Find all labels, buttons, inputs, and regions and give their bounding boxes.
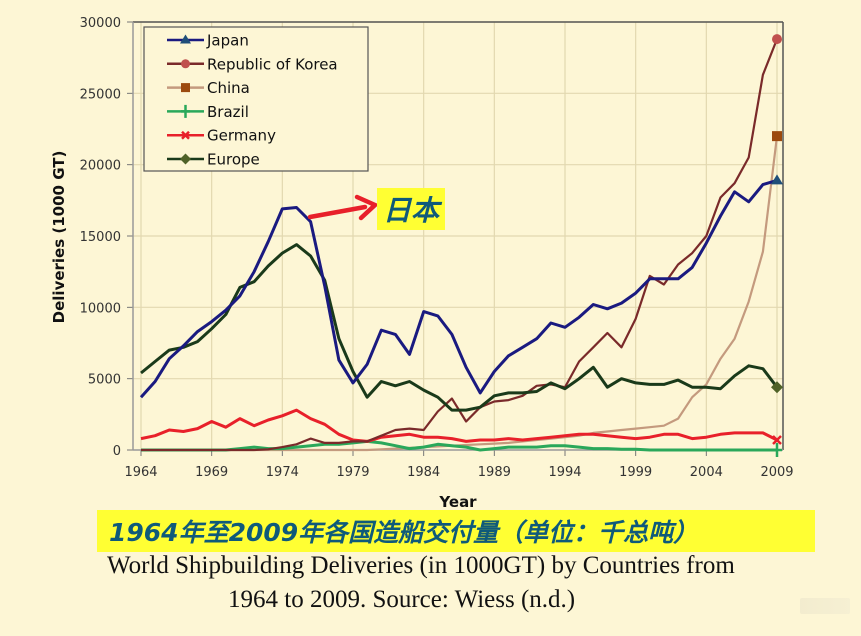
- legend-plus-icon: [181, 104, 190, 118]
- annotation-arrow-icon: [307, 194, 380, 221]
- japan-annotation-label: 日本: [377, 188, 445, 230]
- x-tick-label: 2004: [690, 465, 723, 480]
- legend-label: Brazil: [207, 103, 249, 121]
- end-marker-circle-icon: [772, 34, 782, 45]
- x-axis-title: Year: [438, 493, 477, 511]
- end-marker-triangle-icon: [771, 174, 783, 185]
- legend-item-republic-of-korea: Republic of Korea: [167, 55, 338, 73]
- legend-circle-icon: [181, 59, 190, 69]
- x-tick-label: 1999: [619, 465, 652, 480]
- end-marker-square-icon: [772, 131, 782, 142]
- legend-triangle-icon: [180, 34, 191, 44]
- series-line-japan: [139, 178, 778, 399]
- end-marker-plus-icon: [772, 443, 782, 457]
- end-marker-x-icon: [772, 435, 782, 445]
- legend-label: Germany: [207, 127, 276, 145]
- legend-x-icon: [181, 130, 190, 140]
- chart-axes: 0 5000 10000 15000 20000 25000 30000 1964 1969 19…: [80, 16, 794, 480]
- series-line-germany: [140, 408, 778, 443]
- legend-label: Europe: [207, 151, 260, 169]
- y-axis-title: Deliveries (1000 GT): [50, 151, 68, 324]
- legend-label: Republic of Korea: [207, 55, 338, 73]
- y-tick-label: 5000: [88, 373, 121, 388]
- x-tick-label: 1969: [195, 465, 228, 480]
- legend-label: Japan: [206, 32, 249, 50]
- legend-box: [143, 26, 369, 172]
- y-tick-label: 10000: [80, 301, 121, 316]
- legend-diamond-icon: [180, 153, 191, 165]
- legend-item-brazil: Brazil: [167, 103, 249, 121]
- x-tick-label: 1974: [266, 465, 299, 480]
- caption-line-2: 1964 to 2009. Source: Wiess (n.d.): [228, 586, 576, 613]
- x-tick-label: 1964: [124, 465, 157, 480]
- x-tick-label: 1994: [548, 465, 581, 480]
- x-tick-label: 1989: [478, 465, 511, 480]
- y-tick-label: 20000: [80, 159, 121, 174]
- x-tick-label: 1984: [407, 465, 440, 480]
- x-tick-label: 2009: [760, 465, 793, 480]
- series-line-europe: [140, 243, 779, 412]
- series-line-brazil: [141, 439, 777, 452]
- legend-item-japan: Japan: [167, 32, 249, 50]
- caption-line-1: World Shipbuilding Deliveries (in 1000GT…: [107, 552, 735, 579]
- y-tick-label: 15000: [80, 230, 121, 245]
- series-end-markers: [771, 34, 783, 457]
- chart-legend: Japan Republic of Korea China Brazil Germany…: [143, 26, 369, 172]
- watermark: [800, 598, 850, 614]
- chinese-chart-title: 1964年至2009年各国造船交付量（单位：千总吨）: [97, 510, 815, 552]
- end-marker-diamond-icon: [771, 381, 783, 394]
- legend-item-europe: Europe: [167, 151, 260, 169]
- legend-label: China: [207, 79, 250, 97]
- x-tick-label: 1979: [336, 465, 369, 480]
- data-series: [139, 38, 779, 452]
- legend-item-germany: Germany: [167, 127, 276, 145]
- legend-item-china: China: [167, 79, 250, 97]
- y-tick-label: 30000: [80, 16, 121, 31]
- y-tick-label: 0: [113, 444, 121, 459]
- y-tick-label: 25000: [80, 87, 121, 102]
- legend-square-icon: [181, 83, 190, 93]
